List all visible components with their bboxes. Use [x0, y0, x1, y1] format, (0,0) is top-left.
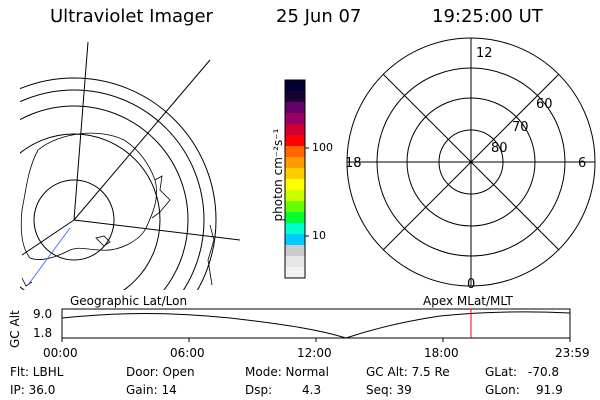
geo-lat-ring: [20, 133, 161, 290]
coastline-detail: [151, 175, 171, 219]
geo-lat-ring: [20, 89, 205, 290]
colorbar-segment: [285, 234, 305, 246]
colorbar-tick-10: 10: [312, 229, 326, 242]
status-seq: Seq: 39: [366, 383, 412, 397]
timeline-axis-label: GC Alt: [8, 310, 22, 348]
colorbar-segment: [285, 135, 305, 147]
mlt-label-12: 12: [476, 46, 493, 61]
coastline-edge: [207, 224, 215, 286]
colorbar-tick-100: 100: [312, 141, 333, 154]
status-mode: Mode: Normal: [245, 365, 329, 379]
mlat-label-70: 70: [512, 120, 529, 135]
colorbar-segment: [285, 113, 305, 125]
geographic-label: Geographic Lat/Lon: [70, 294, 188, 308]
colorbar-segment: [285, 223, 305, 235]
geo-lat-ring: [20, 105, 189, 290]
status-glon-value: 91.9: [536, 383, 563, 397]
apex-label: Apex MLat/MLT: [423, 294, 513, 308]
mlat-label-60: 60: [536, 97, 553, 112]
timeline-xtick: 23:59: [555, 346, 590, 360]
timeline-ytick-low: 1.8: [33, 326, 53, 340]
geo-lat-ring: [33, 179, 115, 261]
status-gain: Gain: 14: [126, 383, 177, 397]
status-glat-value: -70.8: [528, 365, 560, 379]
mlt-label-6: 6: [578, 156, 587, 171]
colorbar-segment: [285, 256, 305, 268]
colorbar-segment: [285, 267, 305, 279]
coastline-outline: [20, 132, 157, 260]
colorbar-segment: [285, 91, 305, 103]
colorbar-segment: [285, 201, 305, 213]
timeline-ytick-high: 9.0: [33, 307, 53, 321]
geo-meridian: [21, 219, 75, 256]
timeline-xtick: 06:00: [170, 346, 205, 360]
status-glat-label: GLat:: [485, 365, 518, 379]
colorbar-segment: [285, 157, 305, 169]
altitude-curve: [61, 311, 571, 339]
status-ip: IP: 36.0: [10, 383, 56, 397]
timeline-xtick: 00:00: [43, 346, 78, 360]
timeline-xtick: 12:00: [297, 346, 332, 360]
mlt-label-0: 0: [467, 277, 476, 292]
status-dsp-value: 4.3: [302, 383, 322, 397]
colorbar-segment: [285, 212, 305, 224]
status-flt: Flt: LBHL: [10, 365, 64, 379]
colorbar-segment: [285, 190, 305, 202]
status-glon-label: GLon:: [485, 383, 520, 397]
status-dsp-label: Dsp:: [245, 383, 273, 397]
geo-meridian: [73, 42, 89, 221]
app-title: Ultraviolet Imager: [50, 6, 213, 27]
colorbar-segment: [285, 245, 305, 257]
mlat-label-80: 80: [491, 141, 508, 156]
status-gcalt: GC Alt: 7.5 Re: [366, 365, 450, 379]
geo-lat-ring: [20, 77, 217, 290]
timeline-xtick: 18:00: [424, 346, 459, 360]
colorbar-segment: [285, 146, 305, 158]
geo-meridian: [73, 219, 240, 241]
time-label: 19:25:00 UT: [432, 6, 543, 27]
colorbar-segment: [285, 102, 305, 114]
mlt-label-18: 18: [345, 156, 362, 171]
date-label: 25 Jun 07: [276, 6, 362, 27]
geo-meridian: [73, 59, 211, 221]
colorbar-segment: [285, 179, 305, 191]
coastline-island: [95, 235, 111, 247]
colorbar-segment: [285, 80, 305, 92]
orbit-track: [27, 227, 71, 286]
mlt-line: [382, 73, 560, 251]
coastline-tip: [21, 277, 33, 287]
status-door: Door: Open: [126, 365, 195, 379]
colorbar-segment: [285, 124, 305, 136]
colorbar-segment: [285, 168, 305, 180]
